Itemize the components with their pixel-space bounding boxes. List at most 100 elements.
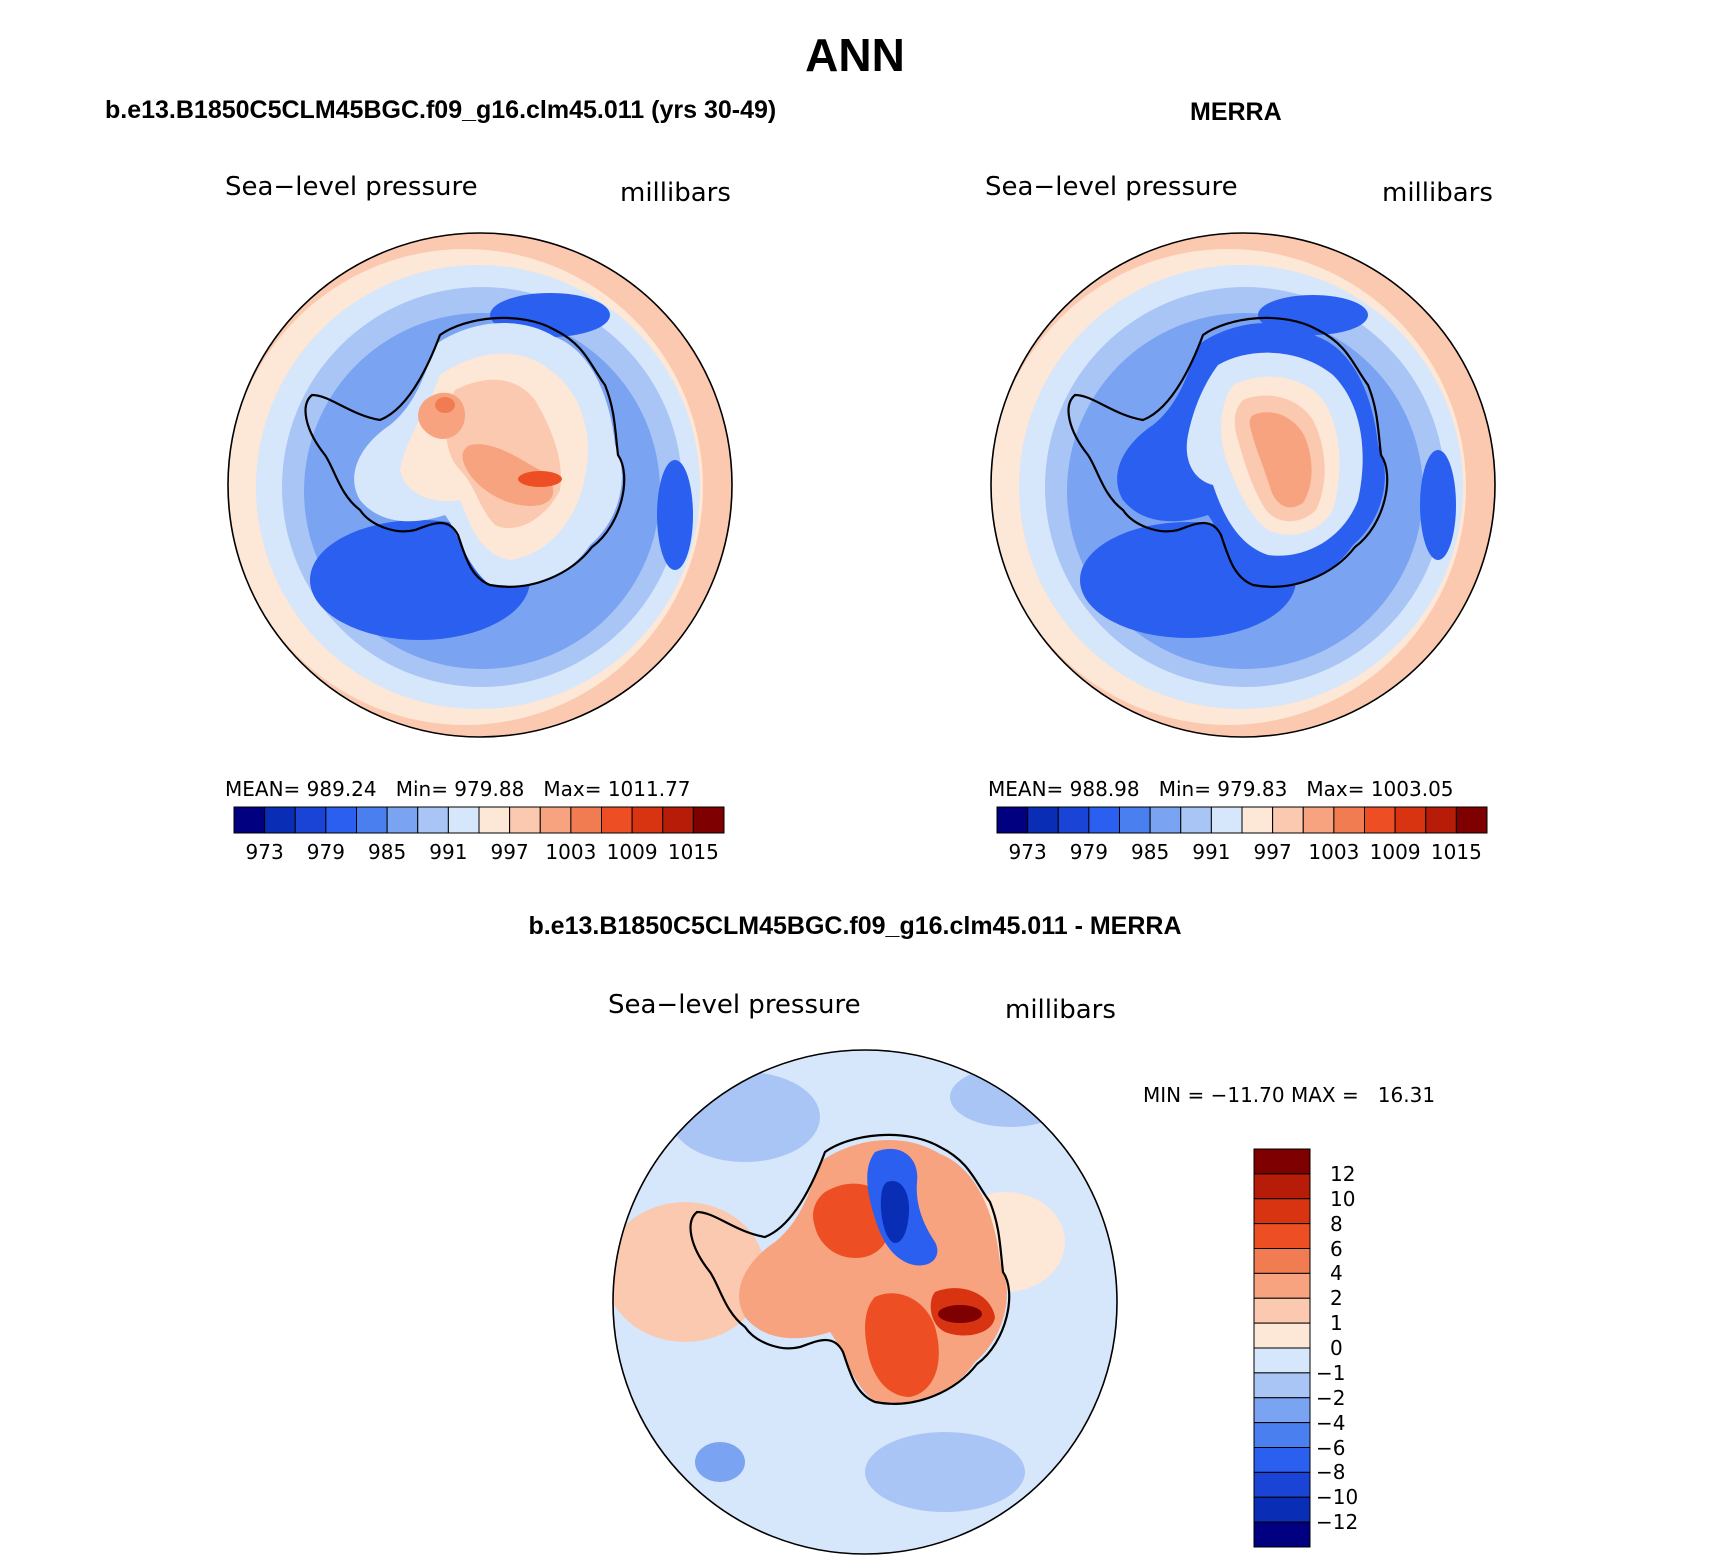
model-colorbar-label: 1015 [667, 840, 719, 864]
obs-colorbar-label: 1015 [1430, 840, 1482, 864]
model-colorbar-swatch [356, 806, 388, 834]
diff-neg-north [670, 1072, 820, 1162]
diff-colorbar-label: −2 [1316, 1385, 1346, 1410]
diff-colorbar-swatch [1253, 1248, 1311, 1274]
obs-colorbar-labels: 973 979 985 991 997 1003 1009 1015 [997, 840, 1487, 864]
obs-colorbar-swatch [1180, 806, 1212, 834]
model-colorbar-label: 991 [429, 840, 468, 864]
diff-colorbar-label: 4 [1330, 1261, 1343, 1286]
obs-stats: MEAN= 988.98 Min= 979.83 Max= 1003.05 [988, 777, 1454, 801]
diff-pos-b [865, 1293, 939, 1397]
obs-colorbar-swatch [1241, 806, 1274, 834]
diff-colorbar-swatch [1253, 1297, 1311, 1324]
model-colorbar-swatch [509, 806, 541, 834]
obs-colorbar-swatch [1057, 806, 1090, 834]
obs-colorbar-swatch [1088, 806, 1120, 834]
diff-coastline [689, 1133, 1011, 1405]
diff-colorbar-label: 1 [1330, 1311, 1343, 1336]
obs-high-core [1249, 412, 1312, 508]
diff-colorbar-label: −1 [1316, 1360, 1346, 1385]
diff-colorbar-swatch [1253, 1148, 1311, 1175]
model-colorbar-label: 1009 [606, 840, 658, 864]
diff-max-core [938, 1305, 982, 1323]
model-colorbar-swatch [692, 806, 725, 834]
model-colorbar-swatch [294, 806, 327, 834]
diff-colorbar-swatch [1253, 1496, 1311, 1523]
obs-colorbar-swatch [1364, 806, 1396, 834]
diff-colorbar-swatch [1253, 1322, 1311, 1349]
obs-colorbar-label: 979 [1069, 840, 1108, 864]
diff-colorbar-swatch [1253, 1173, 1311, 1200]
diff-colorbar-label: 2 [1330, 1286, 1343, 1311]
model-colorbar-swatch [539, 806, 572, 834]
model-map [227, 232, 733, 738]
obs-low-indian [1420, 450, 1456, 560]
obs-colorbar-swatch [1394, 806, 1427, 834]
obs-coastline [1067, 316, 1389, 588]
diff-colorbar-label: 0 [1330, 1336, 1343, 1360]
diff-colorbar-label: −6 [1316, 1435, 1346, 1460]
diff-colorbar-swatch [1253, 1422, 1311, 1448]
model-colorbar-swatch [386, 806, 419, 834]
model-stats: MEAN= 989.24 Min= 979.88 Max= 1011.77 [225, 777, 691, 801]
model-variable-label: Sea−level pressure [225, 172, 478, 202]
diff-colorbar-swatch [1253, 1272, 1311, 1299]
obs-colorbar-label: 1009 [1369, 840, 1421, 864]
obs-colorbar-label: 985 [1131, 840, 1170, 864]
model-high-core-2 [435, 397, 455, 413]
diff-colorbar-label: 6 [1330, 1236, 1343, 1261]
model-colorbar-label: 973 [245, 840, 284, 864]
diff-colorbar-swatch [1253, 1372, 1311, 1399]
page-title: ANN [805, 29, 905, 81]
obs-units-label: millibars [1382, 178, 1493, 208]
obs-colorbar-label: 991 [1192, 840, 1231, 864]
obs-variable-label: Sea−level pressure [985, 172, 1238, 202]
obs-colorbar-swatch [1210, 806, 1243, 834]
obs-colorbar-label: 1003 [1308, 840, 1360, 864]
diff-pos-west [613, 1202, 765, 1342]
diff-colorbar-label: −12 [1316, 1510, 1359, 1535]
model-map-border [227, 232, 733, 738]
diff-colorbar-swatch [1253, 1521, 1311, 1548]
diff-colorbar-label: 10 [1330, 1186, 1356, 1211]
diff-colorbar [1253, 1148, 1311, 1548]
obs-map [990, 232, 1496, 738]
diff-colorbar-swatch [1253, 1447, 1311, 1473]
model-colorbar-labels: 973 979 985 991 997 1003 1009 1015 [234, 840, 724, 864]
model-colorbar-swatch [601, 806, 633, 834]
model-colorbar-swatch [447, 806, 480, 834]
model-colorbar-label: 997 [490, 840, 529, 864]
model-units-label: millibars [620, 178, 731, 208]
diff-colorbar-swatch [1253, 1347, 1311, 1374]
obs-map-border [990, 232, 1496, 738]
obs-colorbar-label: 973 [1008, 840, 1047, 864]
diff-colorbar-label: −4 [1316, 1410, 1346, 1435]
diff-colorbar-swatch [1253, 1397, 1311, 1424]
diff-colorbar-label: −10 [1316, 1485, 1359, 1510]
diff-colorbar-swatch [1253, 1471, 1311, 1498]
model-colorbar-swatch [570, 806, 602, 834]
model-colorbar-label: 979 [306, 840, 345, 864]
diff-colorbar-labels: 12 10 8 6 4 2 1 0 −1 −2 −4 −6 −8 −10 −12 [1316, 1148, 1396, 1548]
obs-colorbar-swatch [1425, 806, 1457, 834]
model-high-core [518, 471, 562, 487]
model-coastline [304, 316, 626, 588]
diff-variable-label: Sea−level pressure [608, 990, 861, 1020]
diff-panel-title: b.e13.B1850C5CLM45BGC.f09_g16.clm45.011 … [528, 912, 1182, 940]
model-colorbar [233, 806, 725, 834]
diff-colorbar-label: 8 [1330, 1211, 1343, 1236]
obs-colorbar-swatch [996, 806, 1029, 834]
diff-units-label: millibars [1005, 995, 1116, 1025]
obs-panel-title: MERRA [1190, 98, 1282, 126]
model-colorbar-swatch [233, 806, 266, 834]
model-colorbar-swatch [478, 806, 511, 834]
model-colorbar-label: 1003 [545, 840, 597, 864]
obs-colorbar-swatch [1119, 806, 1151, 834]
model-colorbar-swatch [264, 806, 296, 834]
model-high-2 [462, 444, 554, 506]
diff-neg-southeast [865, 1432, 1025, 1512]
model-colorbar-swatch [325, 806, 357, 834]
diff-colorbar-label: 12 [1330, 1161, 1356, 1186]
model-colorbar-label: 985 [368, 840, 407, 864]
obs-colorbar-swatch [1302, 806, 1335, 834]
